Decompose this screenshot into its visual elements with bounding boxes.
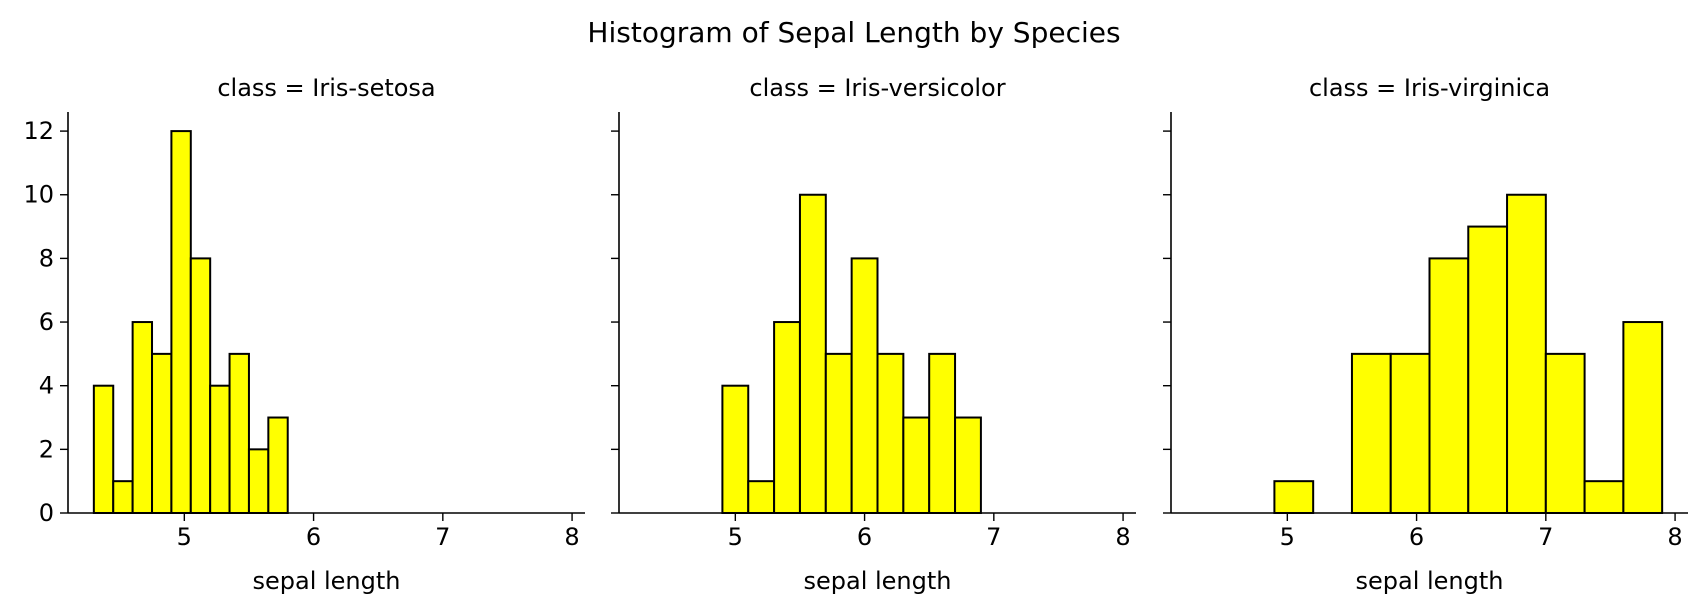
histogram-bar [170, 130, 192, 514]
x-axis-label: sepal length [803, 567, 951, 595]
histogram-bar [151, 352, 173, 514]
histogram-bar [92, 384, 115, 515]
histogram-bar [721, 384, 750, 515]
histogram-bar [902, 416, 931, 514]
x-tick-label: 5 [1280, 523, 1295, 551]
histogram-bar [112, 480, 134, 514]
y-tick-label: 4 [39, 372, 54, 400]
histogram-bar [1583, 480, 1625, 514]
y-tick-label: 0 [39, 499, 54, 527]
y-tick-label: 10 [23, 181, 54, 209]
panel-title: class = Iris-versicolor [749, 74, 1005, 102]
figure-title: Histogram of Sepal Length by Species [587, 16, 1120, 49]
histogram-bar [247, 448, 270, 515]
facet-panel-3: class = Iris-virginica 5 6 7 8 sepal length [1163, 74, 1688, 595]
histogram-bar [928, 352, 957, 514]
histogram-bar [228, 352, 250, 514]
histogram-bar [267, 416, 289, 514]
histogram-bar [954, 416, 982, 514]
histogram-bar [189, 257, 212, 514]
x-tick-label: 5 [728, 523, 743, 551]
histogram-bar [850, 257, 879, 514]
histogram-bar [773, 321, 801, 514]
histogram-bar [824, 352, 853, 514]
facet-panel-2: class = Iris-versicolor 5 6 7 8 sepal length [611, 74, 1136, 595]
histogram-bar [131, 321, 154, 514]
histogram-bar [1467, 225, 1509, 514]
panel-title: class = Iris-virginica [1309, 74, 1550, 102]
histogram-bar [798, 193, 827, 514]
histogram-bar [1389, 352, 1431, 514]
panel-title: class = Iris-setosa [217, 74, 435, 102]
histogram-bar [1544, 352, 1586, 514]
histogram-bar [1350, 352, 1392, 514]
y-tick-label: 8 [39, 244, 54, 272]
histogram-bar [1428, 257, 1470, 514]
x-tick-label: 7 [1538, 523, 1553, 551]
histogram-bar [876, 352, 905, 514]
x-axis-label: sepal length [1355, 567, 1503, 595]
x-tick-label: 6 [857, 523, 872, 551]
histogram-bar [1273, 480, 1315, 514]
x-tick-label: 8 [564, 523, 579, 551]
x-tick-label: 8 [1115, 523, 1130, 551]
histogram-bar [747, 480, 776, 514]
histogram-bar [209, 384, 231, 515]
x-tick-label: 8 [1667, 523, 1682, 551]
x-tick-label: 6 [306, 523, 321, 551]
x-tick-label: 7 [986, 523, 1001, 551]
x-tick-label: 6 [1409, 523, 1424, 551]
y-tick-label: 2 [39, 435, 54, 463]
panels-group: class = Iris-setosa 5 6 7 8 0 2 4 6 8 10 12 sepal le… [23, 74, 1688, 595]
x-axis-label: sepal length [252, 567, 400, 595]
x-tick-label: 5 [177, 523, 192, 551]
x-tick-label: 7 [435, 523, 450, 551]
histogram-bar [1506, 193, 1547, 514]
y-tick-label: 6 [39, 308, 54, 336]
facet-panel-1: class = Iris-setosa 5 6 7 8 0 2 4 6 8 10 12 sepal le… [23, 74, 585, 595]
y-tick-label: 12 [23, 117, 54, 145]
histogram-bar [1622, 321, 1664, 514]
